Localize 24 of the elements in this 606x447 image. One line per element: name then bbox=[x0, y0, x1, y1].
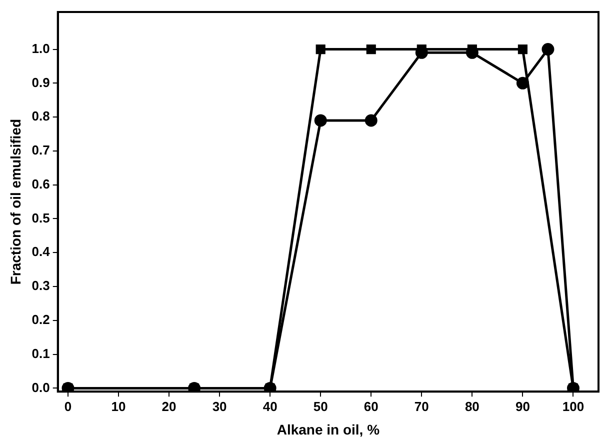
x-tick-label: 80 bbox=[464, 398, 480, 414]
y-tick-label: 0.1 bbox=[32, 346, 50, 361]
x-tick-label: 60 bbox=[364, 398, 378, 414]
y-tick-label: 0.4 bbox=[32, 244, 51, 260]
x-axis-title: Alkane in oil, % bbox=[276, 421, 380, 438]
x-tick-label: 10 bbox=[111, 398, 126, 414]
x-tick-label: 70 bbox=[414, 398, 429, 414]
y-tick-label: 0.5 bbox=[32, 210, 50, 226]
y-tick-label: 0.3 bbox=[32, 278, 50, 294]
x-tick-label: 100 bbox=[562, 398, 584, 414]
x-tick-label: 40 bbox=[262, 398, 278, 414]
x-tick-label: 0 bbox=[64, 398, 72, 414]
y-tick-label: 0.2 bbox=[32, 312, 50, 328]
x-tick-label: 30 bbox=[212, 398, 227, 414]
y-axis-title: Fraction of oil emulsified bbox=[7, 118, 24, 285]
x-tick-label: 90 bbox=[515, 398, 530, 414]
y-tick-label: 0.7 bbox=[32, 142, 50, 158]
x-tick-label: 50 bbox=[313, 398, 328, 414]
y-tick-label: 1.0 bbox=[32, 40, 50, 56]
x-tick-label: 20 bbox=[162, 398, 176, 414]
y-tick-label: 0.0 bbox=[32, 380, 50, 395]
y-tick-label: 0.8 bbox=[32, 108, 50, 124]
y-tick-label: 0.9 bbox=[32, 74, 50, 90]
y-tick-label: 0.6 bbox=[32, 176, 50, 192]
